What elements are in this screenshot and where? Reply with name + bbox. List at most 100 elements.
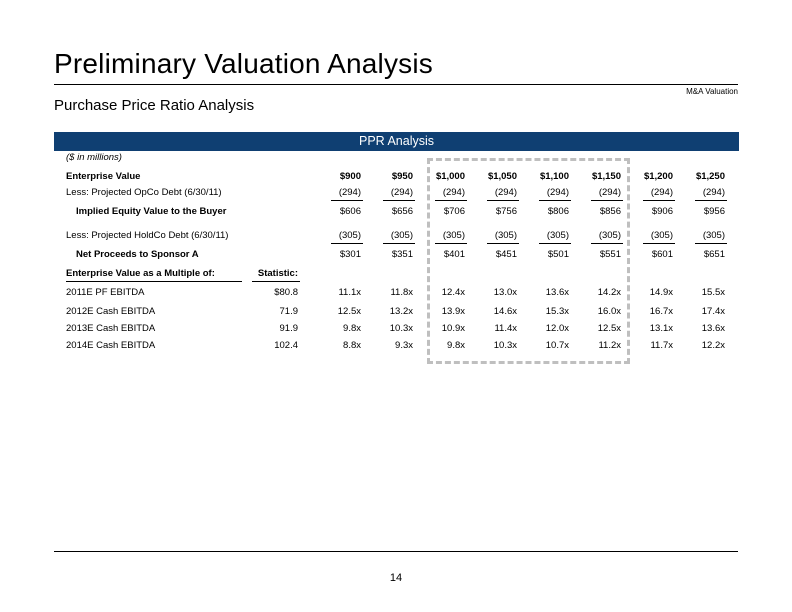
multiple-cell: 13.9x — [441, 306, 465, 317]
value-cell: $601 — [651, 249, 673, 260]
statistic-header: Statistic: — [257, 268, 298, 279]
multiple-cell: 12.5x — [597, 323, 621, 334]
multiple-cell: 11.1x — [338, 287, 361, 298]
multiple-cell: 11.7x — [650, 340, 673, 351]
multiple-cell: 12.5x — [337, 306, 361, 317]
multiple-cell: 13.6x — [701, 323, 725, 334]
cell-underline — [591, 200, 623, 201]
value-cell: $856 — [599, 206, 621, 217]
cell-underline — [539, 243, 571, 244]
ev-cell: $1,100 — [539, 171, 569, 182]
cell-underline — [487, 243, 519, 244]
row-label: Less: Projected HoldCo Debt (6/30/11) — [66, 230, 229, 241]
multiple-row: 2011E PF EBITDA $80.8 11.1x 11.8x 12.4x 13.0x… — [0, 287, 792, 299]
ev-cell: $1,250 — [695, 171, 725, 182]
value-cell: (294) — [598, 187, 621, 198]
multiple-cell: 13.1x — [649, 323, 673, 334]
multiple-cell: 12.2x — [701, 340, 725, 351]
cell-underline — [435, 243, 467, 244]
ev-cell: $1,000 — [435, 171, 465, 182]
multiple-cell: 14.2x — [597, 287, 621, 298]
cell-underline — [643, 243, 675, 244]
table-banner: PPR Analysis — [54, 132, 739, 151]
row-label: 2014E Cash EBITDA — [66, 340, 156, 351]
ev-cell: $1,150 — [591, 171, 621, 182]
value-cell: (305) — [494, 230, 517, 241]
enterprise-value-row: Enterprise Value $900 $950 $1,000 $1,050 $1,1… — [0, 171, 792, 183]
statistic-cell: 102.4 — [274, 340, 298, 351]
statistic-cell: 71.9 — [279, 306, 299, 317]
header-underline — [252, 281, 300, 282]
cell-underline — [331, 243, 363, 244]
multiple-row: 2014E Cash EBITDA 102.4 8.8x 9.3x 9.8x 10.3x 1… — [0, 340, 792, 352]
cell-underline — [383, 200, 415, 201]
value-cell: (294) — [442, 187, 465, 198]
multiple-cell: 10.9x — [441, 323, 465, 334]
cell-underline — [695, 200, 727, 201]
multiple-cell: 9.8x — [447, 340, 465, 351]
value-cell: (305) — [702, 230, 725, 241]
value-cell: (305) — [650, 230, 673, 241]
cell-underline — [539, 200, 571, 201]
row-label: Enterprise Value — [66, 171, 141, 182]
value-cell: $551 — [599, 249, 621, 260]
section-subtitle: Purchase Price Ratio Analysis — [54, 97, 255, 114]
units-note-row: ($ in millions) — [0, 152, 792, 164]
cell-underline — [435, 200, 467, 201]
value-cell: (305) — [442, 230, 465, 241]
value-cell: $806 — [547, 206, 569, 217]
value-cell: (305) — [390, 230, 413, 241]
multiple-cell: 10.3x — [493, 340, 517, 351]
statistic-cell: 91.9 — [279, 323, 299, 334]
value-row: Implied Equity Value to the Buyer $606 $65… — [0, 206, 792, 218]
multiple-cell: 12.0x — [545, 323, 569, 334]
units-note: ($ in millions) — [66, 152, 122, 163]
row-label: Less: Projected OpCo Debt (6/30/11) — [66, 187, 222, 198]
value-cell: (294) — [546, 187, 569, 198]
value-row: Less: Projected HoldCo Debt (6/30/11) (30… — [0, 230, 792, 242]
multiple-cell: 10.7x — [545, 340, 569, 351]
value-cell: $956 — [703, 206, 725, 217]
multiples-header-row: Enterprise Value as a Multiple of: Statis… — [0, 268, 792, 280]
value-cell: $906 — [651, 206, 673, 217]
multiple-cell: 9.8x — [343, 323, 361, 334]
multiple-cell: 17.4x — [701, 306, 725, 317]
value-cell: (305) — [546, 230, 569, 241]
ev-cell: $1,050 — [487, 171, 517, 182]
ev-cell: $1,200 — [643, 171, 673, 182]
multiple-cell: 15.5x — [701, 287, 725, 298]
highlight-box — [427, 158, 630, 364]
multiple-cell: 13.2x — [389, 306, 413, 317]
multiple-cell: 11.4x — [494, 323, 517, 334]
row-label: 2012E Cash EBITDA — [66, 306, 156, 317]
cell-underline — [331, 200, 363, 201]
multiple-cell: 13.0x — [493, 287, 517, 298]
document-tagline: M&A Valuation — [686, 87, 738, 96]
multiple-cell: 8.8x — [343, 340, 361, 351]
header-divider — [54, 84, 738, 85]
value-row: Less: Projected OpCo Debt (6/30/11) (294)… — [0, 187, 792, 199]
value-row: Net Proceeds to Sponsor A $301 $351 $401 $45… — [0, 249, 792, 261]
cell-underline — [487, 200, 519, 201]
page-title: Preliminary Valuation Analysis — [54, 48, 433, 79]
value-cell: $451 — [495, 249, 517, 260]
page-number: 14 — [389, 572, 403, 584]
multiple-cell: 16.7x — [649, 306, 673, 317]
value-cell: $351 — [391, 249, 413, 260]
footer-divider — [54, 551, 738, 552]
value-cell: (305) — [338, 230, 361, 241]
multiple-cell: 14.9x — [649, 287, 673, 298]
ev-cell: $900 — [339, 171, 361, 182]
value-cell: (294) — [650, 187, 673, 198]
cell-underline — [643, 200, 675, 201]
value-cell: (294) — [338, 187, 361, 198]
header-underline — [66, 281, 242, 282]
row-label: Net Proceeds to Sponsor A — [76, 249, 199, 260]
value-cell: $656 — [391, 206, 413, 217]
multiple-cell: 11.2x — [598, 340, 621, 351]
multiple-row: 2013E Cash EBITDA 91.9 9.8x 10.3x 10.9x 11.4x… — [0, 323, 792, 335]
ev-cell: $950 — [391, 171, 413, 182]
value-cell: $401 — [443, 249, 465, 260]
value-cell: (294) — [390, 187, 413, 198]
cell-underline — [383, 243, 415, 244]
